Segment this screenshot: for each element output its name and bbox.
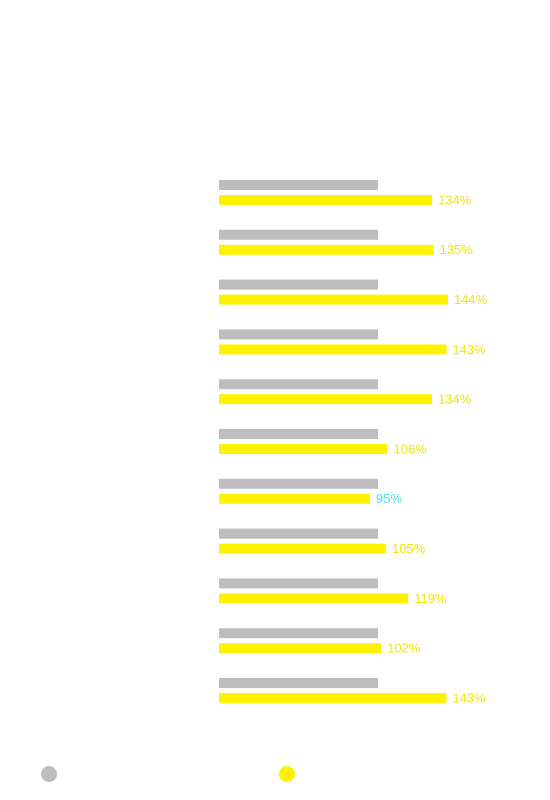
value-label: 143% [452,342,486,357]
bar [219,195,433,205]
bar [219,294,448,305]
value-label: 134% [438,392,472,407]
value-label: 105% [392,541,426,556]
bar [219,329,378,340]
bar [219,493,371,504]
bar [219,279,378,290]
bar [219,478,378,489]
value-label: 95% [376,491,402,506]
bar [219,578,378,589]
bar [219,628,378,639]
bar [219,180,378,190]
bar [219,229,378,240]
bar [219,394,433,405]
value-label: 106% [394,441,428,456]
legend-marker [41,766,57,782]
bar [219,543,386,554]
value-label: 143% [452,690,486,705]
bar [219,693,447,703]
bar [219,593,409,604]
bar [219,528,378,539]
bar [219,643,382,654]
bar [219,429,378,439]
value-label: 102% [387,641,421,656]
bar [219,344,447,355]
value-label: 134% [438,192,472,207]
bar [219,678,378,688]
bar [219,379,378,390]
value-label: 135% [440,242,474,257]
bar [219,444,388,454]
value-label: 119% [414,591,447,606]
bar [219,244,434,255]
value-label: 144% [454,292,488,307]
legend-marker [279,766,295,782]
